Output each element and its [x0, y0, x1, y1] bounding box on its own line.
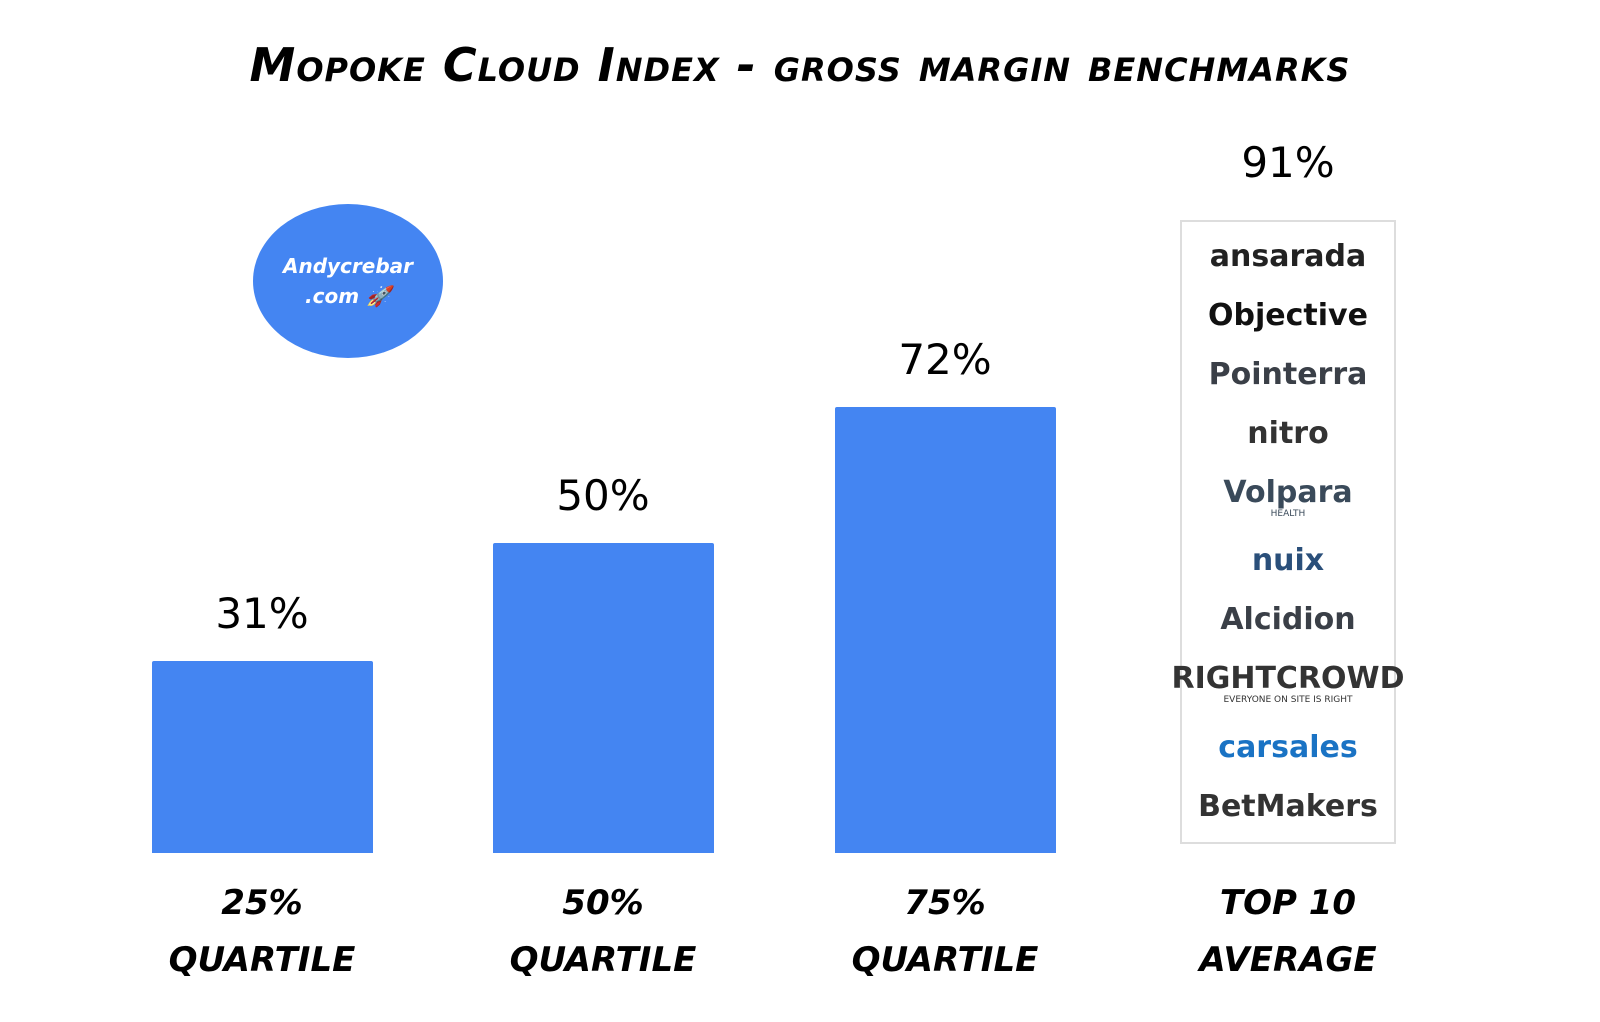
logo-name: carsales [1218, 729, 1358, 765]
logo-name: Pointerra [1208, 356, 1368, 392]
x-tick-label: 75% quartile [851, 883, 1039, 980]
bar [492, 543, 714, 853]
logo: nitro [1247, 415, 1329, 451]
logo: Pointerra [1208, 356, 1368, 392]
logo: Volpara HEALTH [1223, 474, 1353, 519]
chart-title: Mopoke Cloud Index - gross margin benchm… [249, 38, 1351, 92]
x-tick-label: 25% quartile [168, 883, 356, 980]
logo: Alcidion [1220, 604, 1355, 636]
logo-name: ansarada [1209, 239, 1367, 275]
bar [834, 406, 1056, 853]
logo: BetMakers [1198, 788, 1378, 824]
logo-name: BetMakers [1198, 788, 1378, 824]
logo-name: nitro [1247, 415, 1329, 451]
logo: ansarada [1210, 241, 1366, 273]
logo-name: Objective [1208, 298, 1368, 334]
badge: Andycrebar .com 🚀 [253, 204, 443, 358]
value-label: 50% [556, 471, 650, 520]
value-label: 72% [898, 334, 992, 384]
logo: nuix [1252, 545, 1324, 577]
logo-panel: ansarada Objective Pointerra nitro Volpara HE… [1171, 220, 1405, 844]
x-tick-label: Top 10 Average [1199, 883, 1377, 980]
logo-name: Alcidion [1220, 602, 1356, 638]
logo-sub: HEALTH [1270, 508, 1306, 519]
logo: Objective [1208, 300, 1368, 332]
logo: RIGHTCROWD EVERYONE ON SITE IS RIGHT [1171, 660, 1405, 705]
value-label: 91% [1241, 138, 1335, 187]
logo-name: RIGHTCROWD [1171, 660, 1405, 696]
value-label: 31% [215, 588, 309, 638]
bar [151, 660, 373, 853]
logo-name: Volpara [1223, 474, 1353, 510]
logo-sub: EVERYONE ON SITE IS RIGHT [1223, 694, 1353, 705]
logo: carsales [1218, 729, 1358, 765]
x-tick-label: 50% quartile [509, 883, 697, 980]
logo-name: nuix [1251, 543, 1325, 579]
